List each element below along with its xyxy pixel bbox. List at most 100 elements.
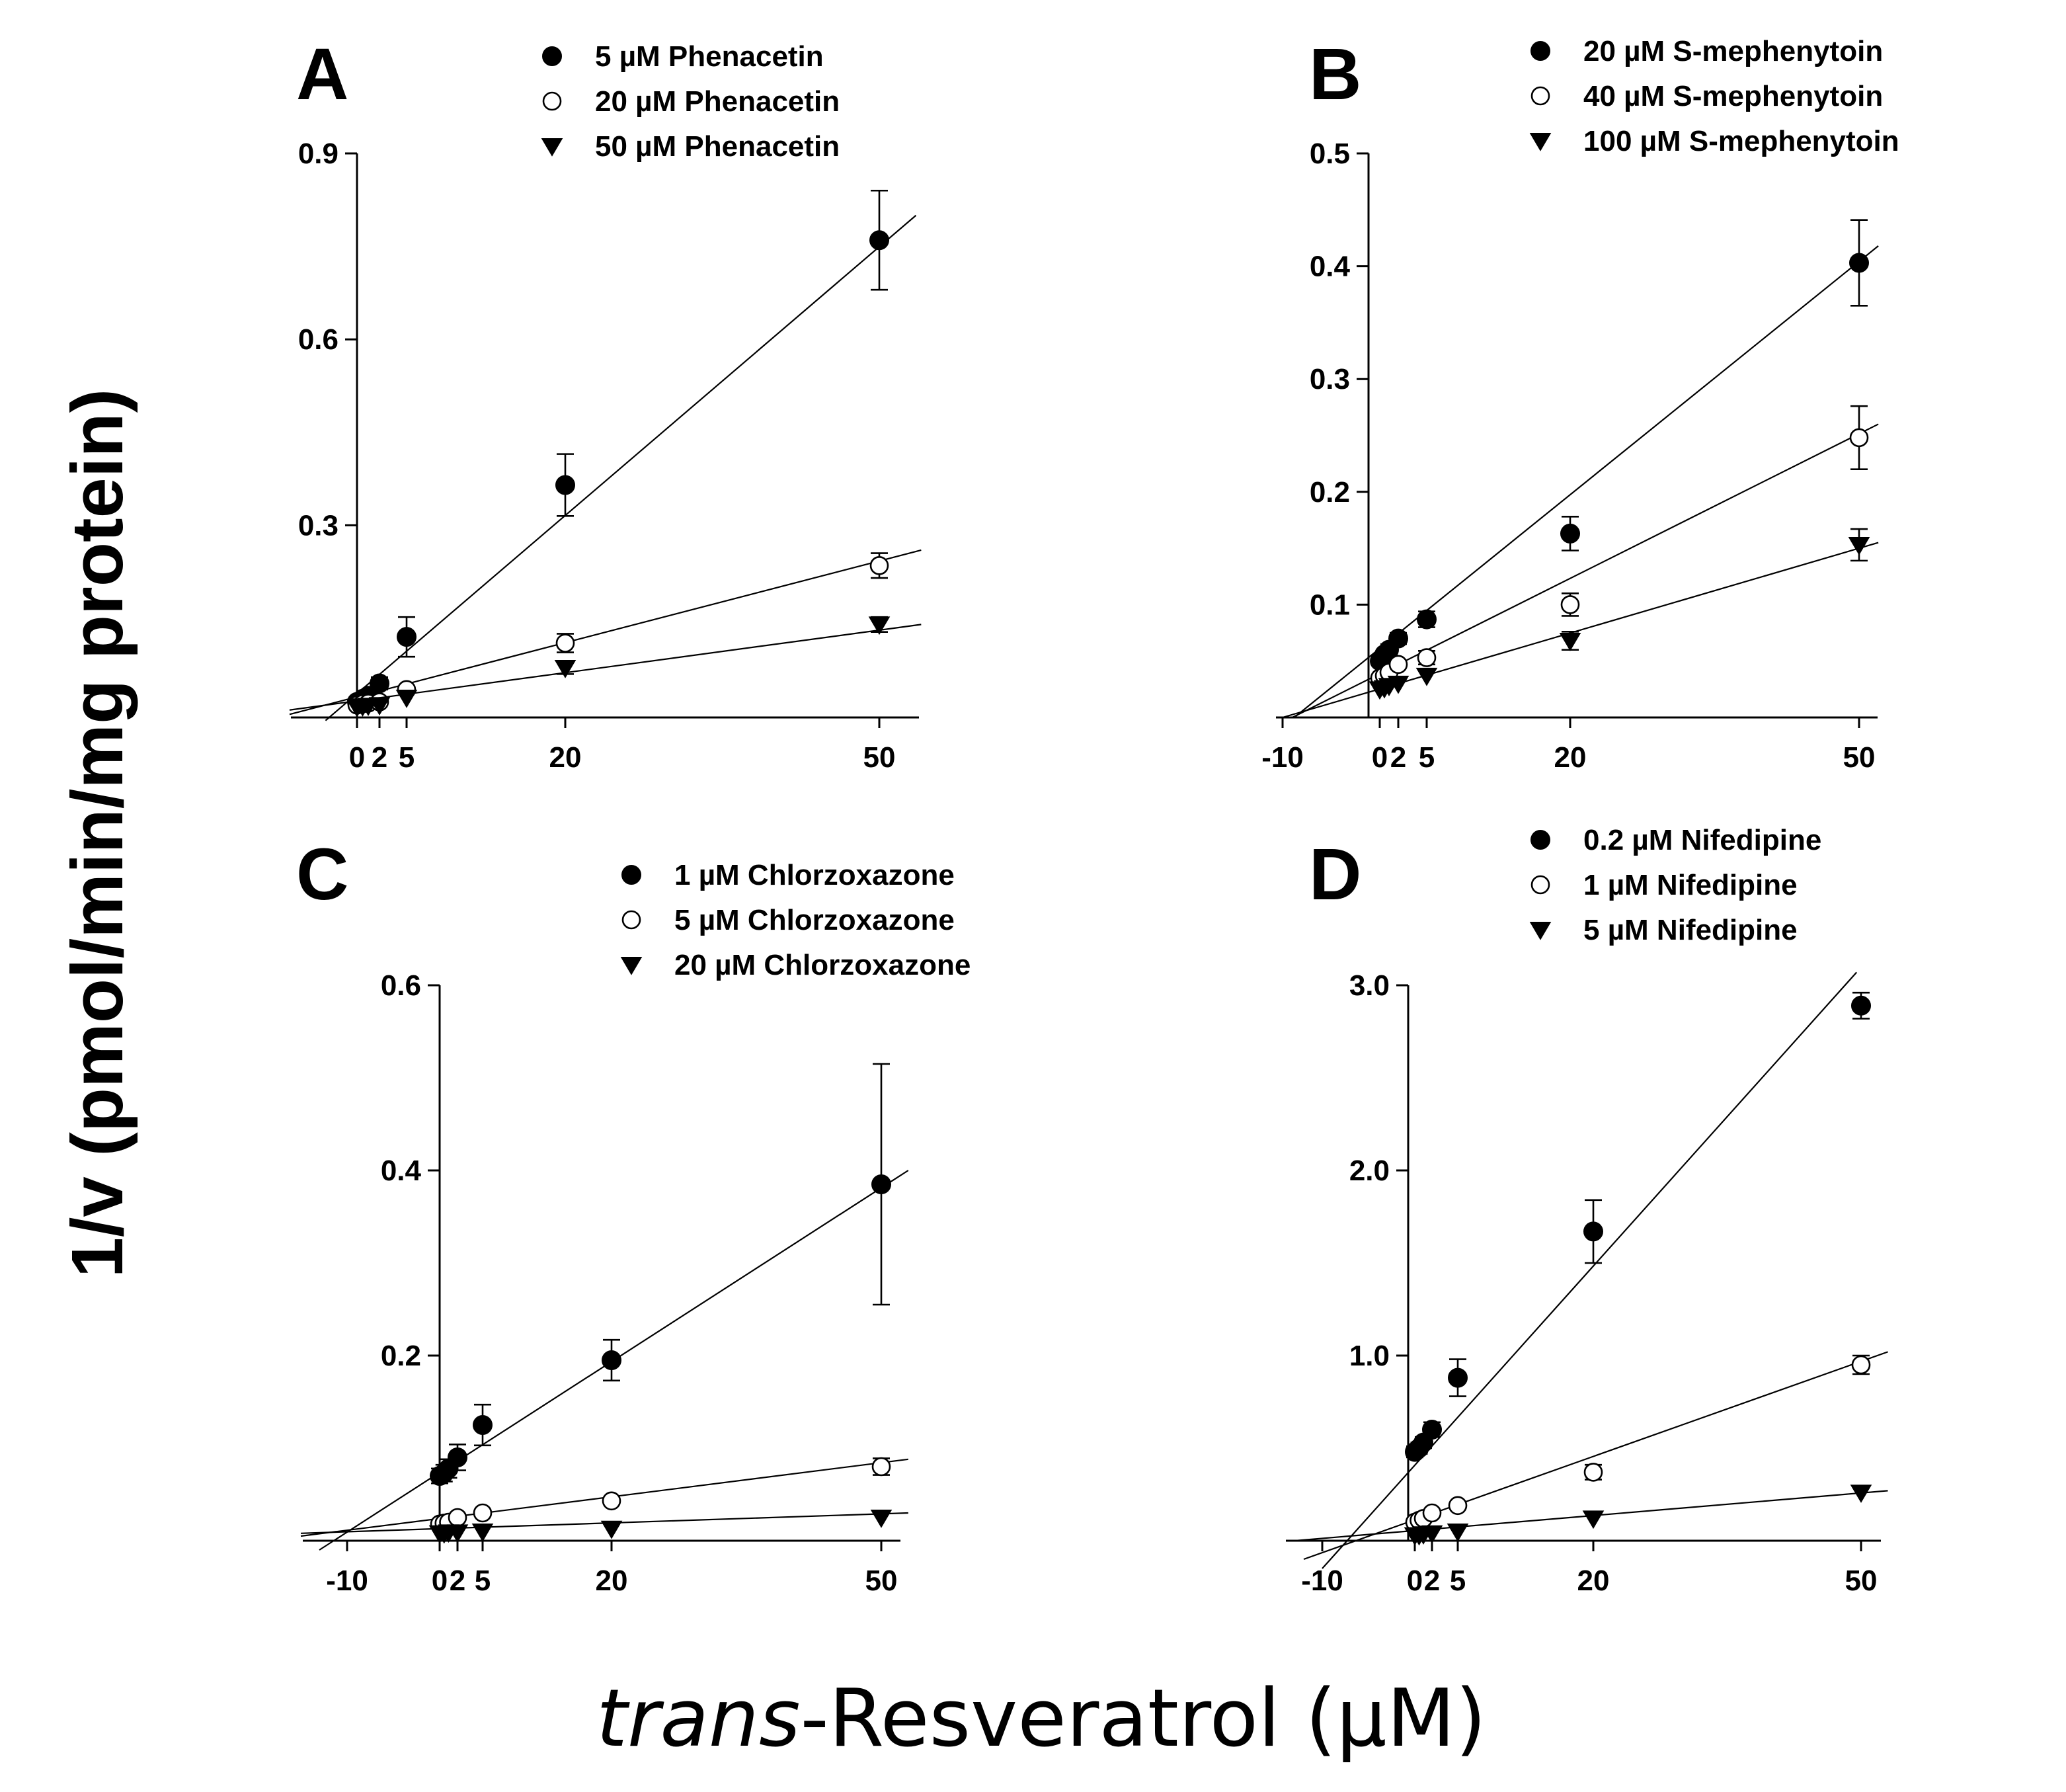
y-tick-label: 0.5 — [1310, 138, 1350, 170]
data-point — [1851, 1355, 1871, 1375]
panel-a: A 0.3 0.6 0.9 0 2 5 20 50 5 µM Phenacetin 20 µM Ph… — [289, 34, 922, 774]
x-tick-label: 5 — [1450, 1565, 1466, 1597]
x-tick-label: 0 — [1372, 741, 1388, 774]
x-tick-label: 5 — [399, 741, 415, 774]
panel-b: B 0.1 0.2 0.3 0.4 0.5 -10 0 2 5 20 50 20 µM S-mephen… — [1261, 34, 1899, 774]
data-point — [555, 475, 575, 495]
legend-label: 5 µM Chlorzoxazone — [674, 904, 955, 936]
x-tick-label: 0 — [349, 741, 365, 774]
legend-marker — [621, 865, 641, 885]
legend-label: 5 µM Nifedipine — [1583, 914, 1798, 946]
data-point — [395, 690, 418, 708]
data-point — [1417, 648, 1437, 667]
data-point — [1417, 609, 1437, 630]
x-tick-label: -10 — [326, 1565, 368, 1597]
legend-marker — [620, 957, 643, 975]
data-point — [1559, 632, 1581, 651]
data-point — [397, 627, 417, 647]
data-point — [1851, 995, 1871, 1016]
panel-label: B — [1309, 34, 1361, 115]
data-point — [555, 633, 575, 653]
y-tick-label: 3.0 — [1349, 969, 1390, 1002]
y-axis-title: 1/v (pmol/min/mg protein) — [57, 389, 138, 1278]
legend-marker — [542, 46, 562, 66]
data-point — [448, 1447, 467, 1467]
data-point — [1387, 675, 1410, 694]
x-tick-label: 5 — [475, 1565, 491, 1597]
y-tick-label: 0.3 — [298, 509, 338, 542]
data-point — [868, 616, 891, 635]
x-tick-label: 50 — [1845, 1565, 1878, 1597]
x-tick-label: 2 — [450, 1565, 465, 1597]
x-tick-label: 20 — [596, 1565, 628, 1597]
x-tick-label: 5 — [1419, 741, 1435, 774]
data-point — [1447, 1524, 1469, 1542]
data-point — [1582, 1510, 1605, 1529]
series-2 — [1303, 1351, 1888, 1561]
y-tick-label: 0.1 — [1310, 589, 1350, 621]
y-tick-label: 2.0 — [1349, 1155, 1390, 1187]
series-3 — [1294, 1485, 1888, 1546]
x-axis-title-rest: -Resveratrol (µM) — [800, 1673, 1486, 1765]
y-tick-label: 0.4 — [1310, 251, 1351, 283]
x-tick-label: -10 — [1261, 741, 1304, 774]
data-point — [1448, 1367, 1468, 1388]
series-1 — [1293, 219, 1879, 718]
data-point — [1448, 1496, 1468, 1516]
data-point — [1560, 523, 1580, 544]
legend-label: 40 µM S-mephenytoin — [1583, 80, 1883, 112]
y-tick-label: 0.6 — [298, 323, 338, 356]
regression-line — [325, 214, 917, 721]
x-tick-label: 0 — [432, 1565, 448, 1597]
regression-line — [289, 624, 922, 711]
data-point — [1850, 1485, 1872, 1503]
legend-label: 20 µM S-mephenytoin — [1583, 35, 1883, 67]
series-2 — [1292, 405, 1879, 718]
panel-label: D — [1309, 834, 1361, 915]
x-tick-label: -10 — [1301, 1565, 1343, 1597]
x-tick-label: 50 — [1843, 741, 1876, 774]
legend-marker — [621, 910, 641, 930]
series-2 — [289, 549, 922, 715]
data-point — [1583, 1221, 1603, 1242]
y-tick-label: 0.6 — [381, 969, 421, 1002]
legend-label: 5 µM Phenacetin — [595, 40, 824, 73]
x-axis-title: trans-Resveratrol (µM) — [596, 1673, 1486, 1765]
data-point — [870, 1510, 893, 1528]
data-point — [871, 1457, 891, 1477]
data-point — [554, 660, 576, 678]
data-point — [446, 1524, 469, 1543]
y-tick-label: 1.0 — [1349, 1340, 1390, 1372]
legend-label: 1 µM Nifedipine — [1583, 869, 1798, 901]
data-point — [1560, 595, 1580, 614]
x-tick-label: 20 — [549, 741, 582, 774]
data-point — [871, 1174, 891, 1194]
data-point — [1849, 428, 1869, 448]
y-tick-label: 0.9 — [298, 138, 338, 170]
regression-line — [1282, 542, 1879, 719]
data-point — [600, 1520, 623, 1539]
x-tick-label: 50 — [865, 1565, 898, 1597]
data-point — [473, 1415, 493, 1435]
x-tick-label: 2 — [372, 741, 387, 774]
panel-label: C — [296, 834, 348, 915]
legend: 0.2 µM Nifedipine 1 µM Nifedipine 5 µM Nif… — [1529, 824, 1821, 946]
data-point — [869, 556, 889, 575]
x-tick-label: 0 — [1407, 1565, 1423, 1597]
series-1 — [1322, 971, 1871, 1569]
series-3 — [300, 1510, 908, 1544]
regression-line — [289, 549, 922, 715]
legend-marker — [1530, 875, 1550, 895]
legend-marker — [1529, 133, 1552, 151]
x-tick-label: 2 — [1390, 741, 1406, 774]
panel-label: A — [296, 34, 348, 115]
data-point — [1849, 253, 1869, 273]
data-point — [1388, 628, 1408, 649]
y-tick-label: 0.2 — [381, 1340, 421, 1372]
legend-marker — [1530, 41, 1550, 61]
data-point — [602, 1491, 621, 1511]
data-point — [1415, 667, 1438, 686]
legend-marker — [541, 138, 563, 157]
series-3 — [1282, 528, 1879, 719]
